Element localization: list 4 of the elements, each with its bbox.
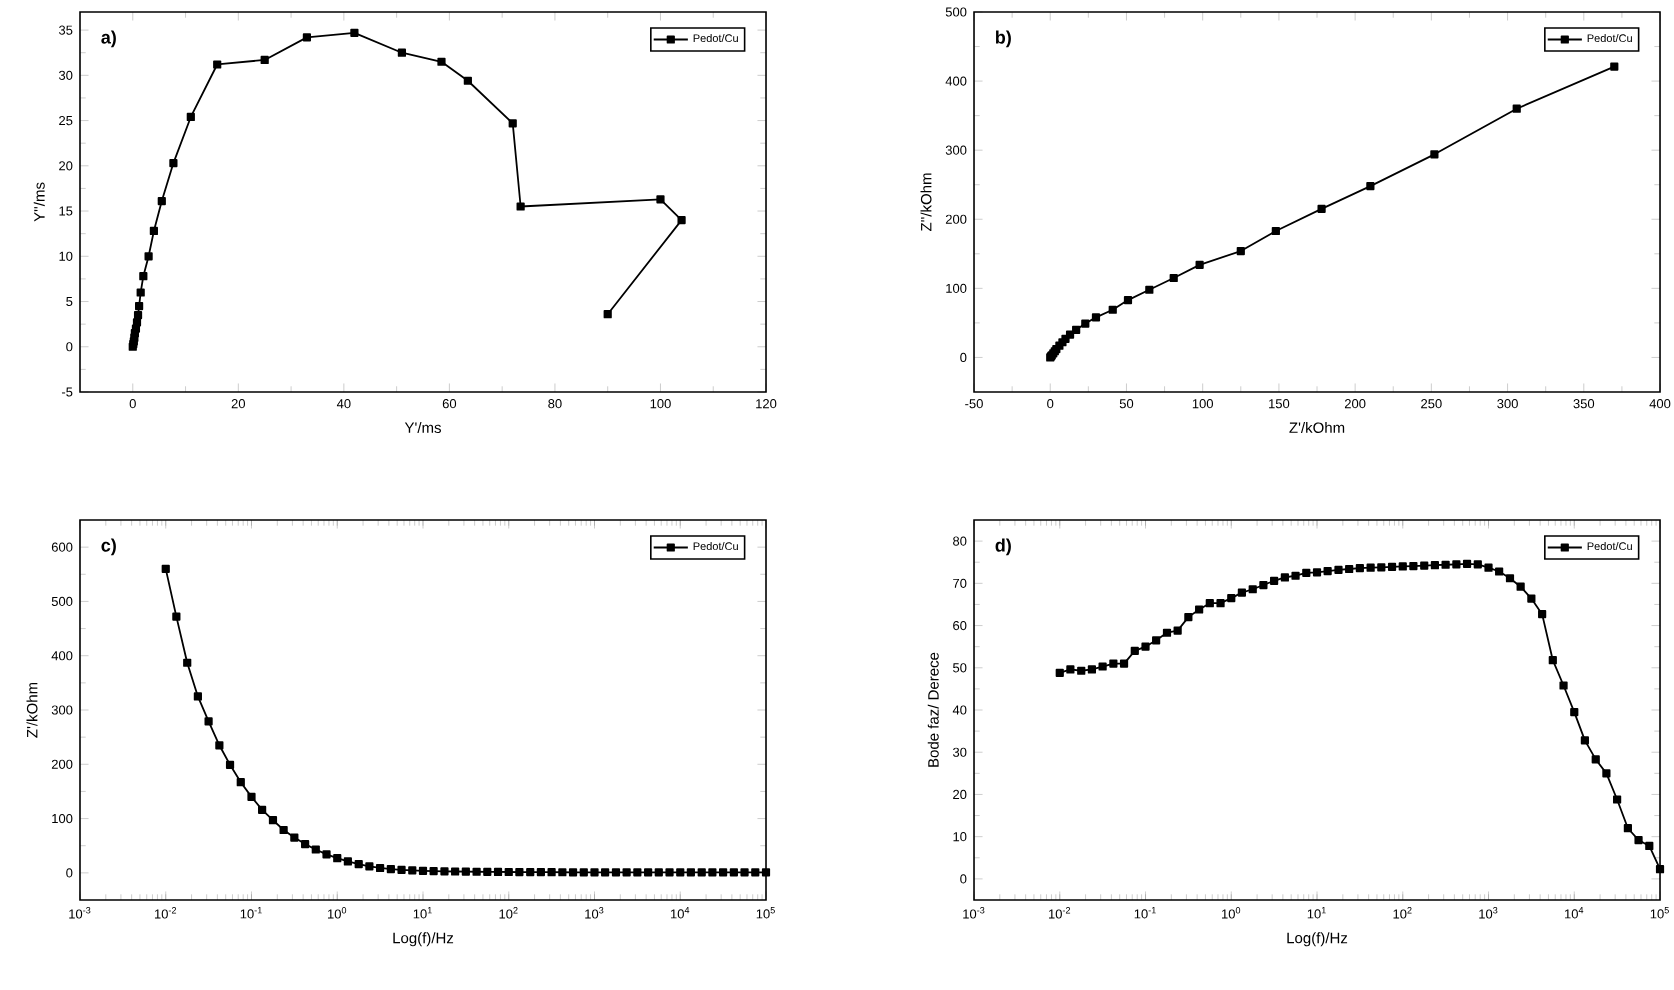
annotation: c) xyxy=(101,538,116,556)
annotation: b) xyxy=(996,30,1011,48)
annotation: d) xyxy=(995,538,1011,556)
annotation: a) xyxy=(101,30,116,48)
